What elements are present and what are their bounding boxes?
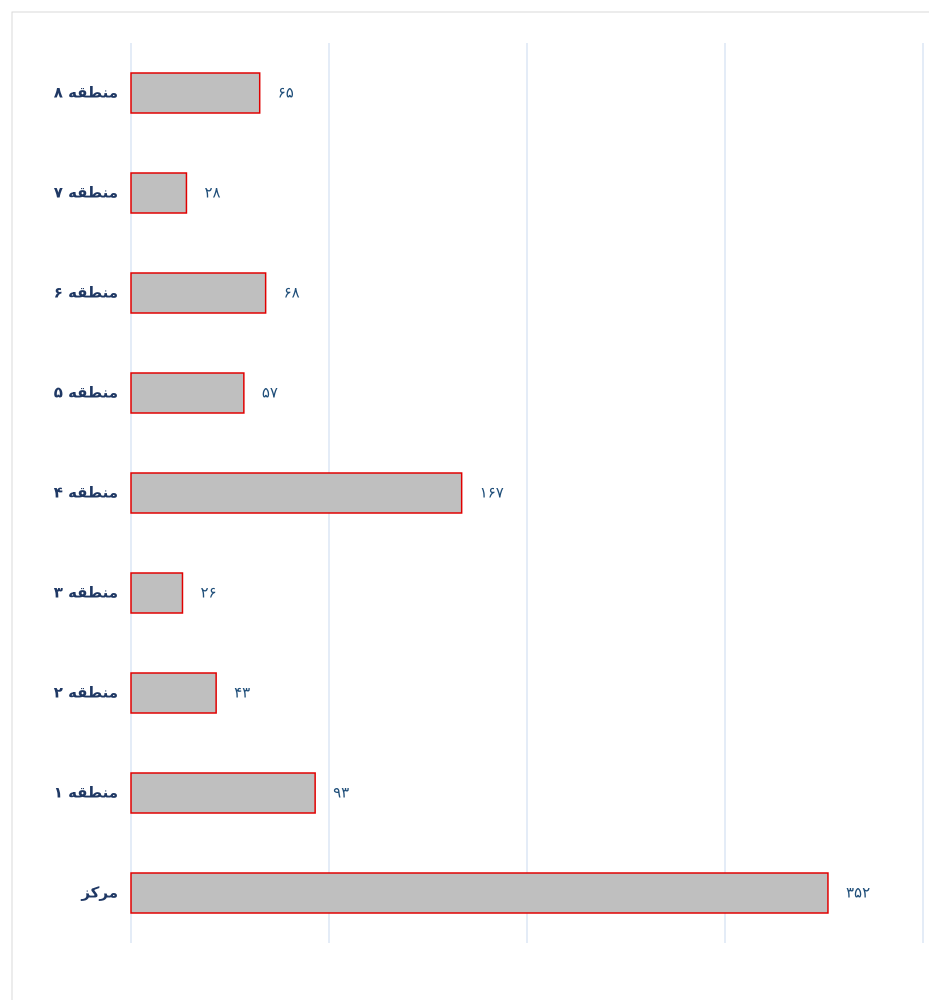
bar xyxy=(130,772,316,814)
bar xyxy=(130,72,261,114)
y-tick-label: منطقه ۱ xyxy=(54,784,118,802)
data-label: ۶۵ xyxy=(278,84,294,102)
y-tick-label: منطقه ۴ xyxy=(54,484,118,502)
bar xyxy=(130,172,188,214)
chart-frame xyxy=(11,11,929,1000)
data-label: ۲۶ xyxy=(200,584,216,602)
y-tick-label: منطقه ۸ xyxy=(54,84,118,102)
data-label: ۴۳ xyxy=(234,684,250,702)
data-label: ۵۷ xyxy=(262,384,278,402)
bar xyxy=(130,672,217,714)
data-label: ۶۸ xyxy=(284,284,300,302)
bar xyxy=(130,572,184,614)
bar xyxy=(130,872,829,914)
bar xyxy=(130,372,245,414)
y-tick-label: منطقه ۲ xyxy=(54,684,118,702)
y-tick-label: مرکز xyxy=(80,884,118,902)
y-tick-label: منطقه ۵ xyxy=(54,384,118,402)
y-tick-label: منطقه ۳ xyxy=(54,584,118,602)
y-tick-label: منطقه ۶ xyxy=(54,284,118,302)
data-label: ۹۳ xyxy=(333,784,349,802)
bar xyxy=(130,472,463,514)
bar xyxy=(130,272,267,314)
data-label: ۲۸ xyxy=(204,184,220,202)
y-tick-label: منطقه ۷ xyxy=(54,184,118,202)
data-label: ۳۵۲ xyxy=(846,884,870,902)
data-label: ۱۶۷ xyxy=(480,484,504,502)
